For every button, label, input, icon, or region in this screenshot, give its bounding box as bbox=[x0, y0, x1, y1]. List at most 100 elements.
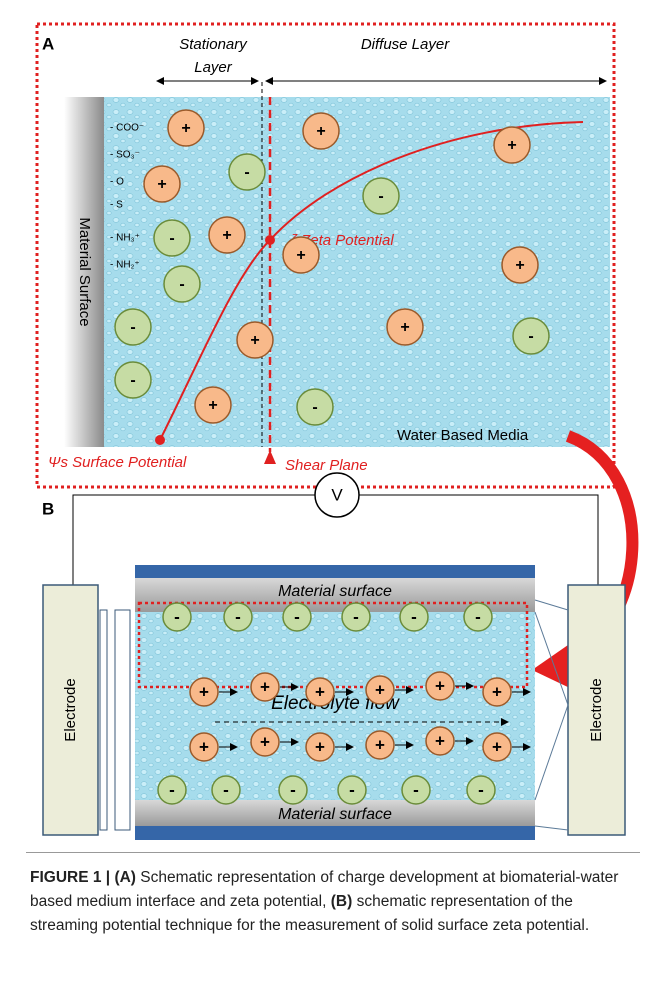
ion bbox=[493, 126, 531, 164]
ion-sign: - bbox=[130, 372, 135, 389]
ion-sign: + bbox=[316, 123, 325, 140]
guide bbox=[534, 599, 569, 611]
ion-sign: - bbox=[223, 780, 229, 799]
ion bbox=[302, 112, 340, 150]
ion bbox=[463, 602, 493, 632]
ion-sign: + bbox=[157, 176, 166, 193]
separator bbox=[26, 852, 640, 853]
surface-group: - S bbox=[110, 200, 123, 211]
ion-sign: + bbox=[199, 737, 209, 756]
ion-sign: - bbox=[169, 230, 174, 247]
connector-head bbox=[532, 645, 574, 690]
ion bbox=[211, 775, 241, 805]
ion bbox=[167, 109, 205, 147]
surface-point bbox=[155, 435, 165, 445]
surface-label: Material surface bbox=[278, 806, 392, 823]
layer-label: Stationary bbox=[179, 36, 248, 53]
ion bbox=[236, 321, 274, 359]
ion bbox=[399, 602, 429, 632]
ion bbox=[386, 308, 424, 346]
ion-sign: + bbox=[222, 227, 231, 244]
ion-sign: - bbox=[378, 188, 383, 205]
spacer bbox=[99, 609, 108, 831]
ion bbox=[157, 775, 187, 805]
zeta-point bbox=[265, 235, 275, 245]
ion bbox=[425, 726, 455, 756]
ion bbox=[114, 361, 152, 399]
ion bbox=[305, 677, 335, 707]
layer-label: Layer bbox=[194, 59, 233, 76]
ion-sign: + bbox=[315, 682, 325, 701]
ion bbox=[401, 775, 431, 805]
surface-group: - NH₃⁺ bbox=[110, 233, 140, 244]
ion-sign: + bbox=[208, 397, 217, 414]
ion bbox=[512, 317, 550, 355]
diagram: A Stationary Layer Diffuse Layer Materia… bbox=[35, 22, 639, 840]
plate bbox=[135, 565, 535, 578]
ion-sign: + bbox=[315, 737, 325, 756]
ion bbox=[482, 677, 512, 707]
ion bbox=[282, 236, 320, 274]
guide bbox=[534, 704, 569, 801]
ion-sign: - bbox=[174, 607, 180, 626]
ion bbox=[482, 732, 512, 762]
ion-sign: + bbox=[199, 682, 209, 701]
ion bbox=[341, 602, 371, 632]
caption-text: schematic representation of the streamin… bbox=[30, 893, 590, 934]
ion bbox=[208, 216, 246, 254]
ion bbox=[250, 727, 280, 757]
spacer bbox=[114, 609, 131, 831]
surface-group: - SO₃⁻ bbox=[110, 150, 140, 161]
ion bbox=[337, 775, 367, 805]
surface-group: - COO⁻ bbox=[110, 123, 144, 134]
ion-sign: - bbox=[235, 607, 241, 626]
ion-sign: + bbox=[181, 120, 190, 137]
ion bbox=[194, 386, 232, 424]
panel-label: A bbox=[42, 34, 54, 53]
ion-sign: + bbox=[515, 257, 524, 274]
figure-label: FIGURE 1 | bbox=[30, 869, 111, 886]
electrode bbox=[567, 584, 626, 836]
material-surface bbox=[135, 800, 535, 826]
ion bbox=[162, 602, 192, 632]
plate bbox=[135, 826, 535, 840]
ion bbox=[250, 672, 280, 702]
ion-sign: + bbox=[296, 247, 305, 264]
ion bbox=[114, 308, 152, 346]
wire bbox=[72, 494, 315, 585]
ion bbox=[365, 675, 395, 705]
ion bbox=[189, 677, 219, 707]
panel-label: B bbox=[42, 499, 54, 518]
guide bbox=[534, 825, 569, 831]
ion bbox=[282, 602, 312, 632]
ion-sign: + bbox=[435, 676, 445, 695]
ion bbox=[365, 730, 395, 760]
part-label: (A) bbox=[114, 869, 136, 886]
ion bbox=[189, 732, 219, 762]
ion-sign: - bbox=[294, 607, 300, 626]
ion-sign: - bbox=[411, 607, 417, 626]
ion bbox=[362, 177, 400, 215]
ion-sign: - bbox=[349, 780, 355, 799]
ion-sign: - bbox=[179, 276, 184, 293]
ion-sign: + bbox=[375, 735, 385, 754]
guide bbox=[534, 611, 569, 706]
surface-potential-label: Ψs Surface Potential bbox=[48, 454, 187, 471]
ion-sign: + bbox=[260, 732, 270, 751]
ion bbox=[278, 775, 308, 805]
ion-sign: + bbox=[492, 682, 502, 701]
surface-group: - O bbox=[110, 177, 124, 188]
shear-plane-label: Shear Plane bbox=[285, 457, 368, 474]
electrode-label: Electrode bbox=[588, 678, 605, 741]
ion-sign: + bbox=[400, 319, 409, 336]
ion bbox=[466, 775, 496, 805]
shear-marker bbox=[264, 450, 276, 464]
ion-sign: - bbox=[478, 780, 484, 799]
ion bbox=[153, 219, 191, 257]
surface-group: - NH₂⁺ bbox=[110, 260, 140, 271]
surface-label: Material surface bbox=[278, 583, 392, 600]
ion bbox=[296, 388, 334, 426]
surface-label: Material Surface bbox=[76, 217, 93, 326]
ion-sign: - bbox=[528, 328, 533, 345]
